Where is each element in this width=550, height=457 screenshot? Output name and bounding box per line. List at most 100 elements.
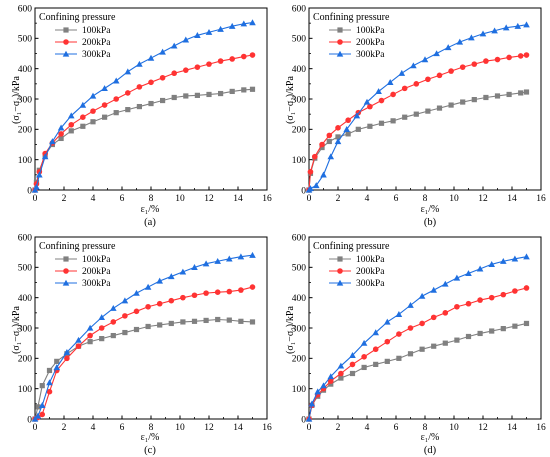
data-point — [41, 153, 49, 160]
data-point — [194, 92, 200, 98]
data-point — [401, 85, 408, 92]
data-point — [384, 318, 391, 325]
x-tick-label: 6 — [120, 194, 125, 204]
y-tick-label: 500 — [292, 264, 307, 274]
y-tick-label: 500 — [18, 35, 33, 45]
data-point — [431, 343, 437, 349]
data-point — [68, 128, 74, 134]
data-point — [328, 381, 334, 387]
legend-item: 200kPa — [329, 38, 385, 48]
legend-label: 100kPa — [356, 26, 385, 36]
data-point — [479, 30, 487, 37]
data-point — [375, 88, 382, 95]
data-point — [238, 318, 244, 324]
chart-panel-d: (σ₁−σ₃)/kPa ε₁/% (d) 0 2 4 6 8 10 12 14 16 0 100 20… — [285, 233, 546, 456]
x-axis-label: ε₁/% — [141, 432, 160, 443]
legend-label: 300kPa — [82, 279, 111, 289]
series-200kPa — [306, 285, 530, 422]
data-point — [337, 39, 343, 45]
x-tick-label: 14 — [507, 194, 517, 204]
legend-label: 300kPa — [82, 50, 111, 60]
x-axis-label: ε₁/% — [141, 204, 160, 215]
x-tick-label: 0 — [33, 423, 38, 433]
data-point — [54, 358, 60, 364]
data-point — [338, 370, 344, 377]
data-point — [314, 388, 321, 395]
panel-caption: (d) — [424, 445, 437, 456]
data-point — [226, 317, 232, 323]
data-point — [361, 354, 367, 360]
data-point — [327, 153, 335, 160]
data-point — [465, 270, 472, 277]
data-point — [500, 291, 507, 298]
x-tick-label: 2 — [62, 194, 67, 204]
data-point — [459, 64, 466, 70]
data-point — [483, 94, 489, 101]
data-point — [46, 379, 53, 386]
y-tick-label: 400 — [18, 65, 33, 75]
data-point — [326, 138, 332, 145]
series-line — [308, 287, 527, 420]
data-point — [183, 67, 189, 73]
y-tick-label: 100 — [292, 156, 307, 166]
data-point — [395, 311, 403, 317]
data-point — [523, 320, 530, 327]
data-point — [183, 93, 189, 99]
data-point — [384, 338, 391, 345]
data-point — [337, 27, 343, 33]
legend-item: 100kPa — [55, 26, 111, 36]
x-tick-label: 10 — [175, 194, 185, 204]
data-point — [191, 292, 198, 299]
data-point — [523, 52, 530, 58]
data-point — [79, 101, 87, 108]
y-axis-label: (σ₁−σ₃)/kPa — [11, 306, 22, 354]
data-point — [218, 90, 224, 97]
legend-label: 100kPa — [82, 255, 111, 265]
legend-label: 200kPa — [82, 267, 111, 277]
data-point — [326, 132, 333, 139]
y-tick-label: 400 — [18, 294, 33, 304]
data-point — [53, 364, 61, 371]
data-point — [62, 50, 70, 57]
y-tick-label: 500 — [18, 264, 33, 274]
series-line — [308, 322, 527, 420]
data-point — [46, 367, 53, 374]
x-tick-label: 8 — [149, 194, 154, 204]
data-point — [476, 265, 484, 272]
data-point — [448, 102, 454, 108]
data-point — [156, 300, 163, 307]
data-point — [320, 382, 327, 389]
data-point — [456, 38, 464, 45]
y-tick-label: 300 — [18, 324, 33, 334]
series-300kPa — [305, 21, 530, 193]
data-point — [518, 90, 524, 96]
data-point — [378, 120, 385, 126]
data-point — [337, 268, 343, 274]
data-point — [372, 346, 379, 353]
data-point — [168, 297, 175, 304]
y-tick-label: 600 — [18, 4, 33, 14]
data-point — [396, 355, 402, 361]
data-point — [249, 319, 256, 325]
data-point — [241, 87, 247, 93]
y-tick-label: 100 — [18, 385, 33, 395]
legend: Confining pressure 100kPa 200kPa 300kPa — [313, 241, 390, 289]
data-point — [102, 114, 108, 120]
data-point — [133, 289, 140, 296]
series-line — [34, 88, 253, 191]
data-point — [430, 286, 437, 293]
data-point — [320, 171, 327, 178]
x-tick-label: 14 — [233, 194, 243, 204]
data-point — [386, 79, 394, 85]
y-axis-label: (σ₁−σ₃)/kPa — [11, 76, 22, 124]
data-point — [159, 74, 166, 81]
data-point — [64, 355, 70, 362]
y-tick-label: 200 — [18, 355, 33, 365]
panel-caption: (a) — [144, 217, 156, 228]
data-point — [35, 404, 41, 410]
data-point — [57, 124, 65, 131]
data-point — [511, 255, 519, 262]
data-point — [502, 24, 510, 31]
data-point — [349, 352, 356, 358]
data-point — [512, 323, 518, 329]
